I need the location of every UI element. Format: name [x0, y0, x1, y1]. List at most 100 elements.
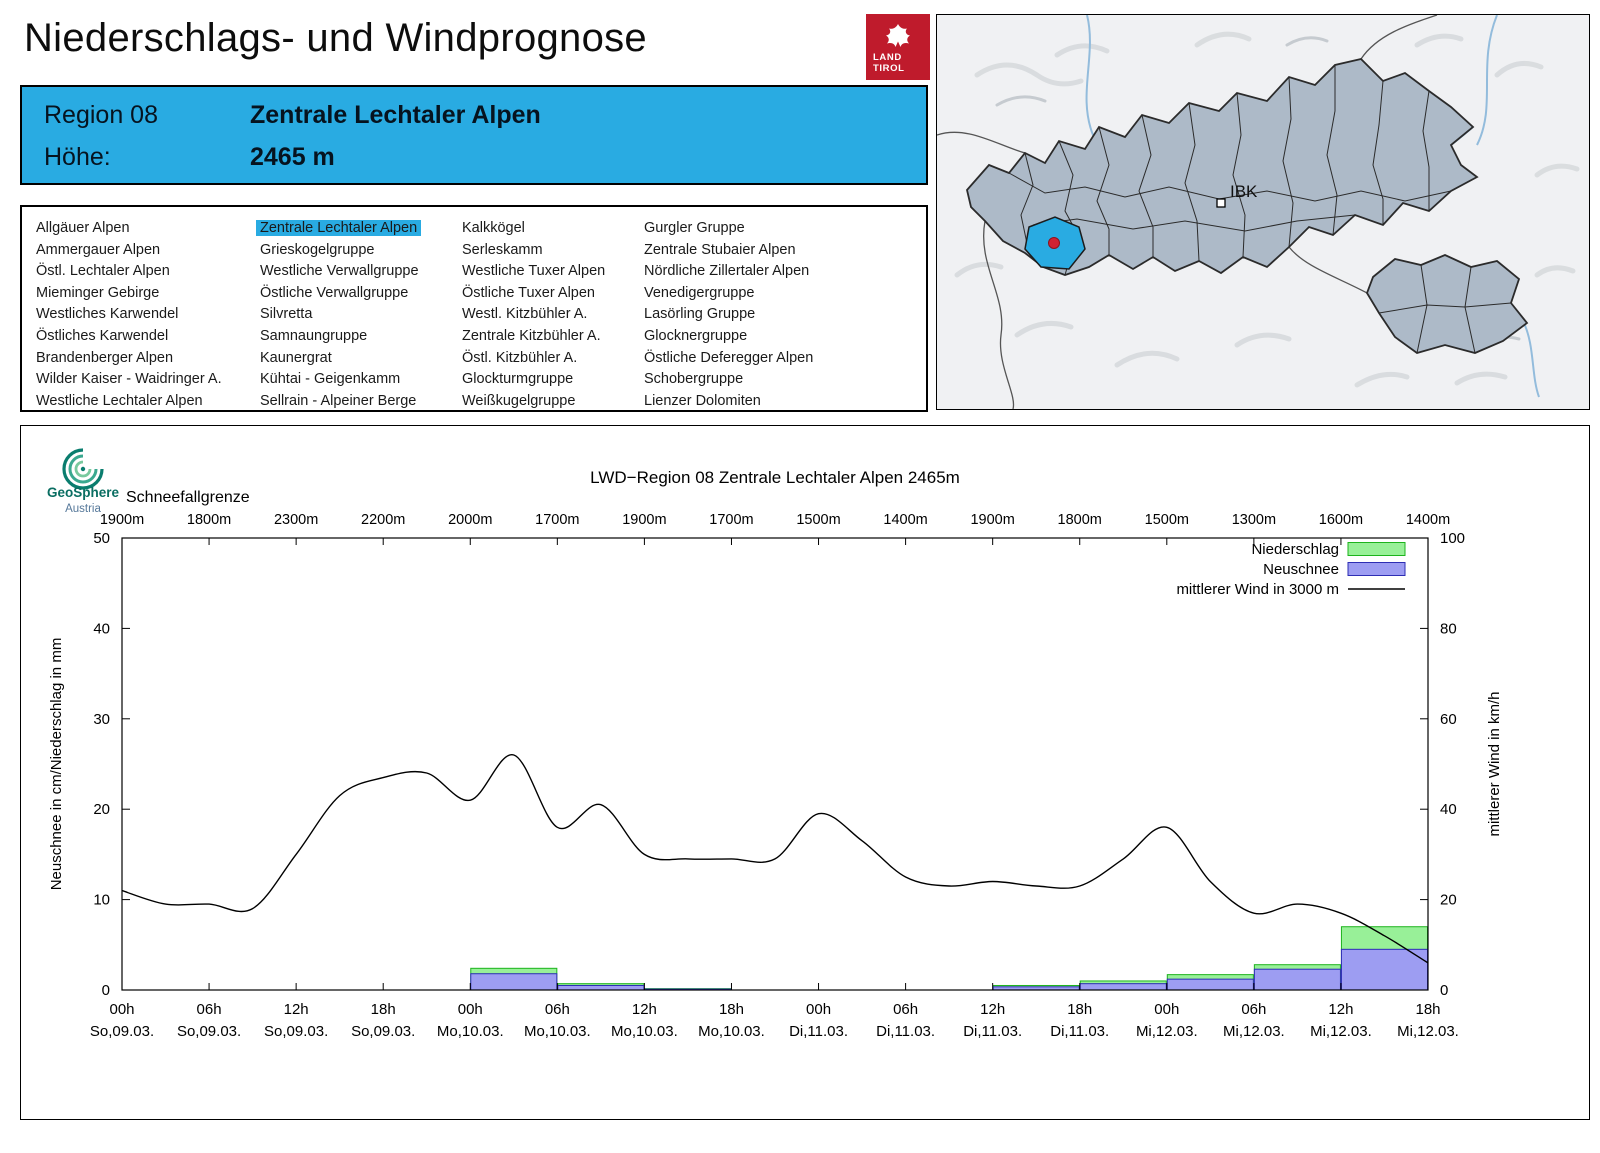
neuschnee-bar — [1340, 948, 1429, 991]
region-list-item[interactable]: Westl. Kitzbühler A. — [462, 306, 588, 323]
selected-region-dot — [1048, 237, 1060, 249]
svg-text:50: 50 — [93, 530, 110, 547]
region-list-item[interactable]: Zentrale Kitzbühler A. — [462, 327, 601, 344]
svg-text:30: 30 — [93, 711, 110, 728]
svg-text:18h: 18h — [1415, 1001, 1440, 1018]
svg-text:1800m: 1800m — [1058, 512, 1102, 528]
region-list-item[interactable]: Kaunergrat — [260, 349, 332, 366]
region-list: Allgäuer Alpen Ammergauer Alpen Östl. Lech… — [20, 205, 928, 412]
svg-text:0: 0 — [102, 982, 110, 999]
svg-text:1400m: 1400m — [1406, 512, 1450, 528]
svg-text:2000m: 2000m — [448, 512, 492, 528]
region-list-item[interactable]: Lasörling Gruppe — [644, 306, 756, 323]
region-list-item[interactable]: Westliche Verwallgruppe — [260, 263, 419, 280]
region-list-item[interactable]: Zentrale Stubaier Alpen — [644, 241, 796, 258]
region-list-item[interactable]: Serleskamm — [462, 241, 543, 258]
region-list-item[interactable]: Brandenberger Alpen — [36, 349, 174, 366]
region-name: Zentrale Lechtaler Alpen — [250, 101, 541, 129]
svg-text:1900m: 1900m — [970, 512, 1014, 528]
svg-text:18h: 18h — [1067, 1001, 1092, 1018]
region-list-item[interactable]: Sellrain - Alpeiner Berge — [260, 392, 417, 409]
national-border — [937, 15, 1438, 409]
region-list-item[interactable]: Östliche Deferegger Alpen — [644, 349, 814, 366]
region-list-item[interactable]: Samnaungruppe — [260, 327, 368, 344]
svg-text:12h: 12h — [1328, 1001, 1353, 1018]
svg-text:Mi,12.03.: Mi,12.03. — [1223, 1023, 1285, 1040]
region-list-item[interactable]: Östliche Tuxer Alpen — [462, 284, 595, 301]
region-list-item[interactable]: Silvretta — [260, 306, 313, 323]
svg-text:1900m: 1900m — [100, 512, 144, 528]
region-list-item[interactable]: Westliche Lechtaler Alpen — [36, 392, 203, 409]
forecast-chart: LWD−Region 08 Zentrale Lechtaler Alpen 2… — [48, 468, 1503, 1040]
legend-swatch — [1347, 542, 1406, 556]
svg-text:1500m: 1500m — [796, 512, 840, 528]
legend-label: Niederschlag — [1251, 541, 1339, 558]
plot-frame — [121, 537, 1429, 991]
svg-text:0: 0 — [1440, 982, 1448, 999]
bars-group — [470, 926, 1429, 991]
svg-text:00h: 00h — [109, 1001, 134, 1018]
region-list-item[interactable]: Wilder Kaiser - Waidringer A. — [36, 371, 222, 388]
logo-text-tirol: TIROL — [873, 63, 905, 74]
svg-text:00h: 00h — [1154, 1001, 1179, 1018]
chart-title: LWD−Region 08 Zentrale Lechtaler Alpen 2… — [590, 468, 960, 487]
region-info-box: Region 08 Zentrale Lechtaler Alpen Höhe: 2… — [20, 85, 928, 185]
neuschnee-bar — [557, 984, 645, 991]
tirol-eagle-icon — [886, 24, 910, 47]
east-tirol-area[interactable] — [1366, 254, 1529, 354]
region-list-item[interactable]: Weißkugelgruppe — [462, 392, 576, 409]
svg-text:12h: 12h — [284, 1001, 309, 1018]
svg-text:1600m: 1600m — [1319, 512, 1363, 528]
svg-text:40: 40 — [93, 620, 110, 637]
land-tirol-logo: LAND TIROL — [866, 14, 930, 80]
y-axis-title-left: Neuschnee in cm/Niederschlag in mm — [48, 638, 65, 891]
page-title: Niederschlags- und Windprognose — [24, 16, 647, 60]
region-list-item[interactable]: Grieskogelgruppe — [260, 241, 375, 258]
region-list-item[interactable]: Gurgler Gruppe — [644, 220, 745, 236]
svg-text:Schneefallgrenze: Schneefallgrenze — [126, 489, 250, 506]
schneefallgrenze-row: Schneefallgrenze 1900m 1800m 2300m 2200m 2000… — [100, 489, 1450, 528]
svg-text:40: 40 — [1440, 801, 1457, 818]
svg-text:1900m: 1900m — [622, 512, 666, 528]
region-list-item[interactable]: Schobergruppe — [644, 371, 744, 388]
svg-text:So,09.03.: So,09.03. — [177, 1023, 241, 1040]
neuschnee-bar — [1079, 983, 1167, 991]
svg-text:00h: 00h — [458, 1001, 483, 1018]
tirol-region-map[interactable]: IBK — [936, 14, 1590, 410]
ibk-marker — [1216, 198, 1226, 208]
region-list-item[interactable]: Westliche Tuxer Alpen — [462, 263, 606, 280]
region-list-item[interactable]: Mieminger Gebirge — [36, 284, 160, 301]
svg-text:1800m: 1800m — [187, 512, 231, 528]
region-list-item[interactable]: Kühtai - Geigenkamm — [260, 371, 401, 388]
svg-text:1700m: 1700m — [535, 512, 579, 528]
svg-text:12h: 12h — [632, 1001, 657, 1018]
region-list-item[interactable]: Glockturmgruppe — [462, 371, 574, 388]
svg-text:80: 80 — [1440, 620, 1457, 637]
region-list-item[interactable]: Venedigergruppe — [644, 284, 755, 301]
region-list-item[interactable]: Östl. Kitzbühler A. — [462, 349, 578, 366]
svg-text:18h: 18h — [371, 1001, 396, 1018]
region-list-item[interactable]: Östl. Lechtaler Alpen — [36, 263, 170, 280]
region-list-item[interactable]: Allgäuer Alpen — [36, 220, 130, 236]
region-list-item[interactable]: Westliches Karwendel — [36, 306, 179, 323]
svg-text:1700m: 1700m — [709, 512, 753, 528]
terrain-texture — [954, 31, 1580, 388]
forecast-chart-panel: GeoSphere Austria LWD−Region 08 Zentrale… — [20, 425, 1590, 1120]
region-list-item[interactable]: Nördliche Zillertaler Alpen — [644, 263, 810, 280]
region-list-item[interactable]: Östliches Karwendel — [36, 327, 169, 344]
region-list-item[interactable]: Östliche Verwallgruppe — [260, 284, 409, 301]
neuschnee-bar — [470, 973, 558, 991]
region-list-item[interactable]: Zentrale Lechtaler Alpen — [256, 218, 422, 240]
region-list-item[interactable]: Ammergauer Alpen — [36, 241, 161, 258]
svg-text:00h: 00h — [806, 1001, 831, 1018]
svg-text:So,09.03.: So,09.03. — [351, 1023, 415, 1040]
region-list-item[interactable]: Kalkkögel — [462, 220, 525, 236]
north-tirol-area[interactable] — [966, 58, 1479, 276]
map-canvas[interactable]: IBK — [937, 15, 1589, 409]
region-list-item[interactable]: Glocknergruppe — [644, 327, 748, 344]
svg-text:So,09.03.: So,09.03. — [90, 1023, 154, 1040]
elevation-value: 2465 m — [250, 143, 335, 171]
region-list-item[interactable]: Lienzer Dolomiten — [644, 392, 761, 409]
logo-text-land: LAND — [873, 52, 902, 63]
svg-text:2200m: 2200m — [361, 512, 405, 528]
